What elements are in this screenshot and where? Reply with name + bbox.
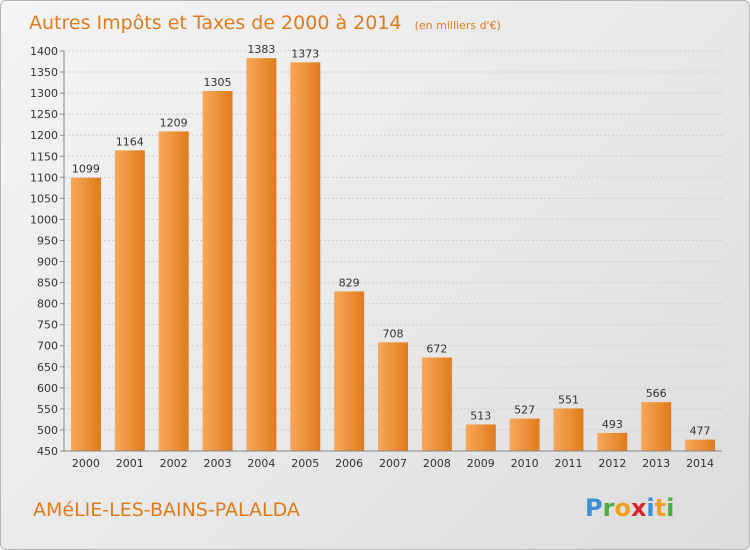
x-tick-label: 2010 — [511, 457, 539, 470]
y-tick-label: 850 — [37, 277, 58, 290]
x-tick-label: 2003 — [204, 457, 232, 470]
y-tick-label: 600 — [37, 382, 58, 395]
y-tick-label: 1250 — [30, 108, 58, 121]
x-tick-label: 2012 — [598, 457, 626, 470]
bar — [509, 418, 540, 451]
y-tick-label: 1200 — [30, 129, 58, 142]
bar — [641, 402, 672, 451]
bar-value-label: 551 — [558, 393, 579, 406]
chart-title-main: Autres Impôts et Taxes de 2000 à 2014 — [29, 12, 402, 34]
y-tick-label: 1350 — [30, 66, 58, 79]
data-labels: 1099 1164 1209 1305 1383 1373 829 708 672 513 527 5… — [72, 43, 711, 437]
bar — [685, 439, 716, 451]
y-tick-label: 700 — [37, 340, 58, 353]
logo-letter: o — [614, 494, 631, 522]
y-tick-label: 1100 — [30, 171, 58, 184]
bar — [70, 177, 101, 451]
bar — [597, 432, 628, 451]
bar-value-label: 1305 — [204, 76, 232, 89]
bar — [553, 408, 584, 451]
logo-letter: x — [631, 494, 647, 522]
bar — [290, 62, 321, 452]
chart-title-unit: (en milliers d'€) — [415, 19, 501, 32]
x-tick-label: 2014 — [686, 457, 714, 470]
y-tick-label: 1300 — [30, 87, 58, 100]
y-tick-label: 950 — [37, 234, 58, 247]
bar-value-label: 672 — [426, 343, 447, 356]
y-tick-label: 1050 — [30, 192, 58, 205]
y-tick-label: 550 — [37, 403, 58, 416]
x-tick-label: 2004 — [247, 457, 275, 470]
y-tick-label: 1000 — [30, 213, 58, 226]
x-tick-label: 2013 — [642, 457, 670, 470]
bar-value-label: 708 — [383, 327, 404, 340]
logo-letter: i — [666, 494, 674, 522]
bar — [246, 58, 277, 451]
bar — [114, 150, 145, 452]
bar — [378, 342, 408, 451]
bar-value-label: 829 — [339, 276, 360, 289]
y-tick-label: 900 — [37, 256, 58, 269]
logo-letter: t — [655, 494, 666, 522]
y-tick-label: 1400 — [30, 45, 58, 58]
y-axis-ticks: 450 500 550 600 650 700 750 800 850 900 950 1000 105… — [30, 45, 65, 458]
bar-value-label: 1164 — [116, 135, 144, 148]
x-tick-label: 2009 — [467, 457, 495, 470]
y-tick-label: 800 — [37, 298, 58, 311]
x-tick-label: 2006 — [335, 457, 363, 470]
x-tick-label: 2007 — [379, 457, 407, 470]
y-tick-label: 450 — [37, 445, 58, 458]
x-tick-label: 2008 — [423, 457, 451, 470]
bar-value-label: 527 — [514, 404, 535, 417]
bar-value-label: 566 — [646, 387, 667, 400]
x-tick-label: 2011 — [554, 457, 582, 470]
x-axis-ticks: 2000 2001 2002 2003 2004 2005 2006 2007 2008 2009… — [64, 450, 722, 470]
proxiti-logo: Proxiti — [585, 494, 674, 522]
bar — [465, 424, 496, 451]
x-tick-label: 2000 — [72, 457, 100, 470]
bar-value-label: 1383 — [247, 43, 275, 56]
x-tick-label: 2001 — [116, 457, 144, 470]
bar-value-label: 493 — [602, 418, 623, 431]
bar-value-label: 1373 — [291, 47, 319, 60]
bar — [158, 131, 189, 451]
y-tick-label: 650 — [37, 361, 58, 374]
chart-title: Autres Impôts et Taxes de 2000 à 2014 (e… — [29, 12, 501, 34]
logo-letter: r — [603, 494, 615, 522]
bar — [421, 357, 452, 451]
logo-letter: P — [585, 494, 603, 522]
bar — [202, 91, 233, 451]
commune-name: AMéLIE-LES-BAINS-PALALDA — [33, 499, 300, 521]
bar — [334, 291, 365, 451]
y-tick-label: 750 — [37, 319, 58, 332]
x-tick-label: 2002 — [160, 457, 188, 470]
y-tick-label: 500 — [37, 424, 58, 437]
bar-value-label: 1099 — [72, 163, 100, 176]
bars — [70, 58, 716, 452]
y-tick-label: 1150 — [30, 150, 58, 163]
bar-value-label: 513 — [470, 409, 491, 422]
bar-value-label: 1209 — [160, 116, 188, 129]
bar-value-label: 477 — [690, 425, 711, 438]
x-tick-label: 2005 — [291, 457, 319, 470]
logo-letter: i — [646, 494, 654, 522]
